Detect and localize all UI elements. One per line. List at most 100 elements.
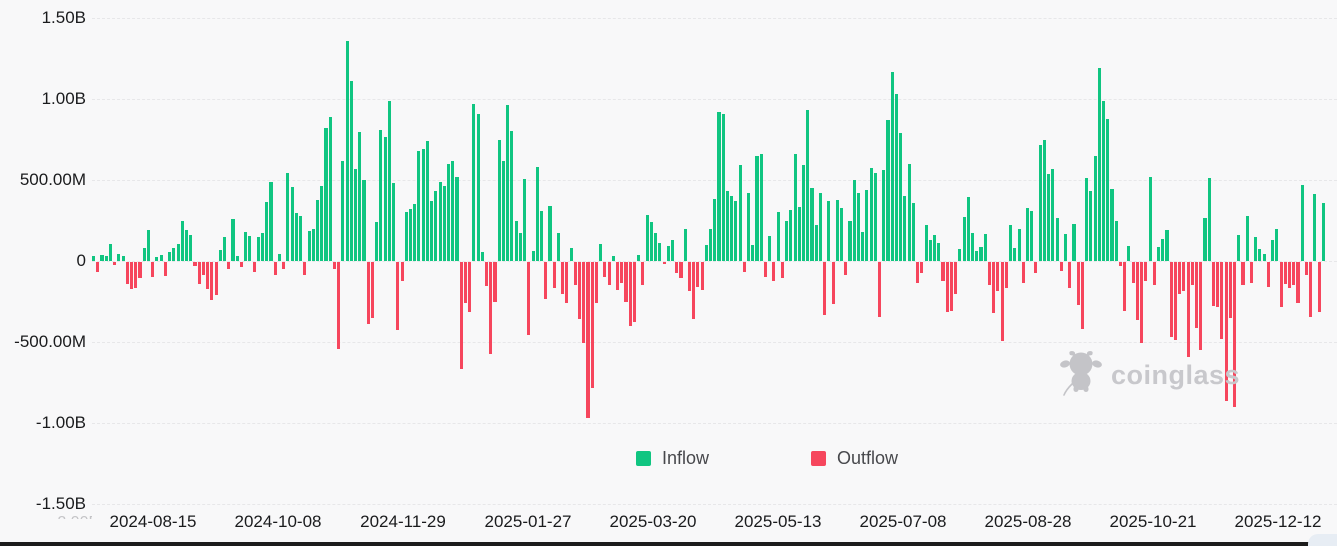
bar-inflow[interactable] — [768, 235, 772, 261]
bar-inflow[interactable] — [1254, 236, 1258, 261]
bar-outflow[interactable] — [552, 262, 556, 288]
bar-inflow[interactable] — [248, 235, 252, 261]
bar-outflow[interactable] — [463, 262, 467, 303]
bar-inflow[interactable] — [958, 248, 962, 261]
bar-inflow[interactable] — [666, 246, 670, 261]
bar-outflow[interactable] — [1004, 262, 1008, 288]
bar-outflow[interactable] — [692, 262, 696, 319]
bar-outflow[interactable] — [1283, 262, 1287, 284]
bar-inflow[interactable] — [827, 201, 831, 261]
bar-inflow[interactable] — [1321, 203, 1325, 261]
bar-outflow[interactable] — [400, 262, 404, 282]
bar-inflow[interactable] — [797, 206, 801, 261]
bar-inflow[interactable] — [168, 252, 172, 261]
bar-inflow[interactable] — [962, 217, 966, 261]
bar-inflow[interactable] — [569, 248, 573, 261]
bar-inflow[interactable] — [286, 172, 290, 261]
bar-inflow[interactable] — [510, 131, 514, 261]
bar-outflow[interactable] — [920, 262, 924, 274]
bar-outflow[interactable] — [1190, 262, 1194, 285]
bar-outflow[interactable] — [125, 262, 129, 284]
bar-inflow[interactable] — [108, 244, 112, 261]
bar-inflow[interactable] — [1102, 100, 1106, 261]
bar-outflow[interactable] — [201, 262, 205, 275]
bar-outflow[interactable] — [163, 262, 167, 277]
bar-outflow[interactable] — [366, 262, 370, 325]
bar-outflow[interactable] — [1152, 262, 1156, 285]
bar-inflow[interactable] — [848, 220, 852, 261]
bar-inflow[interactable] — [269, 181, 273, 261]
bar-inflow[interactable] — [121, 255, 125, 261]
bar-inflow[interactable] — [539, 210, 544, 261]
bar-inflow[interactable] — [261, 233, 265, 261]
bar-inflow[interactable] — [793, 154, 797, 261]
bar-outflow[interactable] — [1249, 262, 1254, 284]
bar-outflow[interactable] — [603, 262, 607, 277]
bar-inflow[interactable] — [104, 256, 108, 261]
bar-inflow[interactable] — [184, 229, 189, 261]
bar-inflow[interactable] — [176, 244, 180, 261]
bar-inflow[interactable] — [932, 235, 937, 261]
bar-outflow[interactable] — [687, 262, 691, 292]
bar-inflow[interactable] — [417, 150, 421, 261]
bar-inflow[interactable] — [497, 140, 501, 261]
bar-inflow[interactable] — [294, 213, 298, 261]
bar-inflow[interactable] — [1089, 191, 1093, 261]
bar-outflow[interactable] — [1068, 262, 1072, 288]
bar-outflow[interactable] — [561, 262, 565, 295]
bar-inflow[interactable] — [869, 167, 873, 261]
bar-outflow[interactable] — [1140, 262, 1144, 343]
bar-outflow[interactable] — [641, 262, 645, 285]
bar-inflow[interactable] — [172, 248, 176, 261]
bar-outflow[interactable] — [1182, 262, 1186, 292]
bar-inflow[interactable] — [501, 160, 505, 261]
bar-inflow[interactable] — [146, 229, 151, 261]
bar-inflow[interactable] — [1258, 248, 1262, 261]
bar-inflow[interactable] — [277, 253, 282, 261]
bar-outflow[interactable] — [916, 262, 920, 284]
bar-outflow[interactable] — [1224, 262, 1228, 401]
bar-outflow[interactable] — [1279, 262, 1283, 308]
bar-inflow[interactable] — [189, 235, 193, 261]
bar-outflow[interactable] — [210, 262, 214, 301]
bar-inflow[interactable] — [835, 200, 839, 261]
bar-outflow[interactable] — [1199, 262, 1203, 351]
bar-inflow[interactable] — [861, 231, 865, 261]
bar-inflow[interactable] — [404, 212, 408, 261]
bar-outflow[interactable] — [1216, 262, 1220, 308]
bar-inflow[interactable] — [392, 183, 396, 261]
bar-outflow[interactable] — [742, 262, 746, 272]
bar-inflow[interactable] — [1148, 176, 1152, 261]
bar-inflow[interactable] — [1093, 155, 1097, 261]
bar-inflow[interactable] — [785, 220, 789, 261]
bar-outflow[interactable] — [485, 262, 489, 287]
bar-outflow[interactable] — [214, 262, 218, 296]
bar-inflow[interactable] — [1009, 224, 1013, 261]
bar-outflow[interactable] — [193, 262, 197, 267]
bar-inflow[interactable] — [1114, 220, 1118, 261]
bar-inflow[interactable] — [235, 255, 239, 261]
bar-inflow[interactable] — [924, 224, 928, 261]
bar-outflow[interactable] — [493, 262, 497, 302]
bar-inflow[interactable] — [911, 202, 915, 261]
bar-outflow[interactable] — [332, 262, 336, 270]
bar-inflow[interactable] — [506, 104, 510, 261]
bar-outflow[interactable] — [1228, 262, 1232, 318]
bar-inflow[interactable] — [637, 255, 641, 261]
bar-inflow[interactable] — [1063, 234, 1068, 261]
bar-inflow[interactable] — [430, 201, 434, 261]
bar-inflow[interactable] — [1237, 235, 1241, 261]
bar-inflow[interactable] — [531, 251, 535, 261]
bar-outflow[interactable] — [632, 262, 637, 322]
bar-outflow[interactable] — [1186, 262, 1190, 357]
bar-outflow[interactable] — [468, 262, 472, 313]
bar-inflow[interactable] — [734, 201, 738, 261]
bar-inflow[interactable] — [442, 186, 446, 261]
bar-inflow[interactable] — [265, 202, 269, 261]
bar-outflow[interactable] — [954, 262, 958, 294]
bar-outflow[interactable] — [590, 262, 594, 389]
bar-inflow[interactable] — [801, 165, 806, 261]
bar-inflow[interactable] — [1300, 184, 1304, 261]
bar-outflow[interactable] — [396, 262, 400, 331]
bar-outflow[interactable] — [996, 262, 1000, 292]
